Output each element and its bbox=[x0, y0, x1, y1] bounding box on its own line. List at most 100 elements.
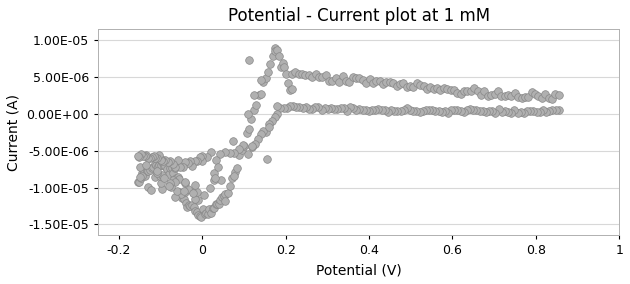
Point bbox=[253, 92, 263, 97]
Point bbox=[430, 109, 440, 113]
Point bbox=[193, 198, 203, 202]
Point bbox=[529, 109, 539, 114]
Point bbox=[496, 110, 507, 114]
Point bbox=[149, 154, 159, 158]
Point bbox=[142, 168, 152, 173]
Point bbox=[171, 188, 181, 193]
Point bbox=[455, 109, 466, 114]
Point bbox=[418, 109, 428, 113]
Point bbox=[329, 106, 339, 111]
Point bbox=[229, 150, 239, 155]
Point bbox=[249, 93, 259, 97]
Point bbox=[537, 96, 547, 101]
Point bbox=[143, 156, 153, 160]
Point bbox=[367, 108, 377, 112]
Point bbox=[392, 108, 403, 113]
Point bbox=[154, 162, 164, 167]
Point bbox=[247, 145, 257, 149]
Point bbox=[188, 190, 198, 194]
Point bbox=[425, 85, 435, 89]
Title: Potential - Current plot at 1 mM: Potential - Current plot at 1 mM bbox=[227, 7, 490, 25]
Point bbox=[445, 88, 455, 93]
Point bbox=[184, 203, 194, 208]
Point bbox=[144, 169, 154, 174]
Point bbox=[344, 80, 354, 84]
Point bbox=[395, 82, 405, 86]
Point bbox=[294, 105, 304, 109]
Point bbox=[261, 157, 272, 162]
Point bbox=[323, 106, 333, 111]
Point bbox=[203, 212, 213, 217]
Point bbox=[243, 112, 253, 116]
Point bbox=[519, 110, 529, 115]
Point bbox=[522, 109, 532, 114]
Point bbox=[201, 211, 211, 216]
Point bbox=[297, 106, 307, 110]
Point bbox=[288, 104, 298, 108]
Point bbox=[294, 72, 304, 77]
Point bbox=[192, 158, 202, 163]
Point bbox=[388, 81, 398, 86]
Point bbox=[151, 162, 161, 167]
Point bbox=[399, 108, 409, 113]
Point bbox=[264, 121, 274, 126]
Point bbox=[152, 171, 162, 176]
Point bbox=[187, 163, 197, 168]
Point bbox=[270, 49, 280, 53]
Point bbox=[175, 177, 185, 182]
Point bbox=[244, 58, 254, 62]
Point bbox=[187, 203, 197, 207]
Point bbox=[143, 185, 153, 189]
X-axis label: Potential (V): Potential (V) bbox=[316, 263, 401, 277]
Point bbox=[249, 108, 259, 112]
Point bbox=[190, 183, 200, 188]
Point bbox=[479, 89, 490, 93]
Point bbox=[538, 108, 548, 112]
Point bbox=[165, 165, 175, 170]
Point bbox=[265, 62, 275, 66]
Point bbox=[234, 147, 244, 152]
Point bbox=[527, 90, 537, 95]
Point bbox=[358, 78, 368, 82]
Point bbox=[209, 171, 219, 175]
Point bbox=[270, 45, 280, 50]
Point bbox=[517, 95, 527, 100]
Point bbox=[159, 164, 169, 169]
Point bbox=[161, 164, 171, 168]
Point bbox=[304, 107, 314, 111]
Point bbox=[348, 106, 358, 110]
Point bbox=[291, 105, 301, 110]
Point bbox=[276, 65, 286, 69]
Point bbox=[339, 106, 349, 110]
Point bbox=[180, 190, 190, 195]
Point bbox=[188, 190, 198, 195]
Point bbox=[246, 117, 256, 122]
Point bbox=[183, 161, 193, 166]
Point bbox=[197, 159, 207, 163]
Point bbox=[163, 171, 173, 176]
Point bbox=[149, 161, 159, 166]
Point bbox=[232, 166, 242, 170]
Point bbox=[150, 156, 160, 160]
Point bbox=[152, 169, 162, 173]
Point bbox=[211, 157, 221, 162]
Point bbox=[391, 84, 401, 89]
Point bbox=[135, 176, 146, 181]
Point bbox=[192, 210, 202, 214]
Point bbox=[190, 197, 200, 202]
Point bbox=[256, 92, 266, 97]
Point bbox=[148, 165, 158, 170]
Point bbox=[534, 93, 544, 98]
Point bbox=[256, 77, 266, 82]
Point bbox=[241, 130, 251, 135]
Point bbox=[334, 80, 344, 84]
Point bbox=[207, 206, 217, 210]
Point bbox=[307, 106, 317, 111]
Point bbox=[544, 109, 554, 114]
Point bbox=[199, 193, 209, 197]
Point bbox=[214, 201, 224, 206]
Point bbox=[402, 84, 412, 89]
Point bbox=[324, 79, 334, 83]
Point bbox=[198, 207, 208, 211]
Point bbox=[163, 160, 173, 164]
